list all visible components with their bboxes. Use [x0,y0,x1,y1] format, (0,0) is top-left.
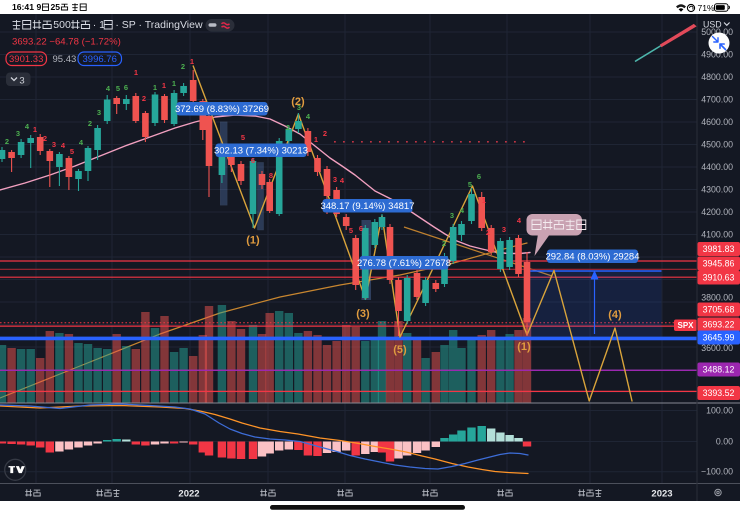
svg-text:500: 500 [53,19,71,31]
svg-text:4: 4 [340,176,345,185]
svg-text:4: 4 [460,206,465,215]
svg-text:(4): (4) [608,309,622,321]
svg-text:2: 2 [323,129,327,138]
svg-text:4: 4 [61,141,66,150]
svg-text:4: 4 [25,122,30,131]
svg-text:USD: USD [703,20,722,30]
svg-text:3: 3 [450,211,454,220]
svg-text:SPX: SPX [677,321,694,330]
svg-text:2: 2 [5,137,9,146]
svg-text:292.84 (8.03%) 29284: 292.84 (8.03%) 29284 [545,252,639,263]
svg-text:1: 1 [482,196,486,205]
svg-text:372.69 (8.83%) 37269: 372.69 (8.83%) 37269 [175,104,269,115]
svg-text:4: 4 [306,112,311,121]
svg-text:2022: 2022 [178,489,199,500]
svg-text:· SP · TradingView: · SP · TradingView [115,19,203,31]
svg-text:5: 5 [70,147,74,156]
svg-text:5000.00: 5000.00 [701,27,733,37]
svg-text:8: 8 [269,171,273,180]
svg-text:4: 4 [79,138,84,147]
svg-text:100.00: 100.00 [706,406,733,416]
svg-text:3996.76: 3996.76 [83,54,117,65]
svg-text:· 1: · 1 [93,19,105,31]
svg-text:0.00: 0.00 [716,437,733,447]
svg-text:3800.00: 3800.00 [701,293,733,303]
svg-text:3910.63: 3910.63 [703,273,735,283]
svg-text:3393.52: 3393.52 [703,388,735,398]
svg-text:1: 1 [134,68,138,77]
svg-text:4400.00: 4400.00 [701,162,733,172]
svg-text:348.17 (9.14%) 34817: 348.17 (9.14%) 34817 [320,201,414,212]
svg-text:6: 6 [359,224,363,233]
svg-text:4700.00: 4700.00 [701,95,733,105]
svg-text:5: 5 [241,133,245,142]
svg-text:3705.68: 3705.68 [703,305,735,315]
svg-text:2: 2 [181,62,185,71]
svg-text:3: 3 [19,76,24,87]
svg-text:3645.99: 3645.99 [703,333,735,343]
svg-text:3: 3 [297,103,301,112]
svg-text:4500.00: 4500.00 [701,140,733,150]
svg-text:2023: 2023 [651,489,672,500]
svg-text:3901.33: 3901.33 [9,54,43,65]
svg-text:5: 5 [116,84,120,93]
svg-text:2: 2 [286,123,290,132]
svg-text:3: 3 [52,140,56,149]
svg-text:5: 5 [349,226,353,235]
svg-text:1: 1 [314,135,318,144]
svg-text:3: 3 [16,129,20,138]
svg-text:2: 2 [486,228,490,237]
svg-text:3: 3 [333,175,337,184]
svg-text:3981.83: 3981.83 [703,244,735,254]
svg-text:16:41: 16:41 [12,2,34,12]
svg-text:276.78 (7.61%) 27678: 276.78 (7.61%) 27678 [357,258,451,269]
svg-text:6: 6 [251,156,255,165]
svg-text:3488.12: 3488.12 [703,365,735,375]
svg-text:3: 3 [502,225,506,234]
svg-text:4100.00: 4100.00 [701,230,733,240]
svg-text:71%: 71% [698,3,716,13]
svg-text:4800.00: 4800.00 [701,72,733,82]
svg-text:3: 3 [97,108,101,117]
svg-text:1: 1 [172,79,176,88]
svg-text:3693.22 −64.78 (−1.72%): 3693.22 −64.78 (−1.72%) [12,37,121,48]
svg-text:4: 4 [106,84,111,93]
svg-text:1: 1 [162,81,166,90]
svg-text:25: 25 [51,2,61,12]
svg-text:3693.22: 3693.22 [703,320,735,330]
svg-text:(1): (1) [517,341,531,353]
svg-text:(3): (3) [356,308,370,320]
svg-text:302.13 (7.34%) 30213: 302.13 (7.34%) 30213 [214,146,308,157]
svg-text:4600.00: 4600.00 [701,117,733,127]
svg-text:1: 1 [153,83,157,92]
svg-text:1: 1 [33,125,37,134]
svg-text:1: 1 [190,57,194,66]
svg-text:2: 2 [442,239,446,248]
svg-text:3600.00: 3600.00 [701,343,733,353]
svg-text:−100.00: −100.00 [701,467,733,477]
svg-text:4200.00: 4200.00 [701,207,733,217]
svg-text:2: 2 [43,134,47,143]
svg-text:(5): (5) [393,344,407,356]
svg-text:2: 2 [88,119,92,128]
svg-text:4900.00: 4900.00 [701,50,733,60]
svg-text:6: 6 [477,172,481,181]
svg-text:5: 5 [468,180,472,189]
svg-text:95.43: 95.43 [53,54,77,65]
svg-text:4300.00: 4300.00 [701,185,733,195]
svg-text:6: 6 [124,83,128,92]
svg-text:3945.86: 3945.86 [703,259,735,269]
svg-text:2: 2 [142,94,146,103]
svg-text:(1): (1) [246,235,260,247]
svg-text:4: 4 [517,216,522,225]
svg-text:(2): (2) [291,96,305,108]
svg-text:9: 9 [37,2,42,12]
